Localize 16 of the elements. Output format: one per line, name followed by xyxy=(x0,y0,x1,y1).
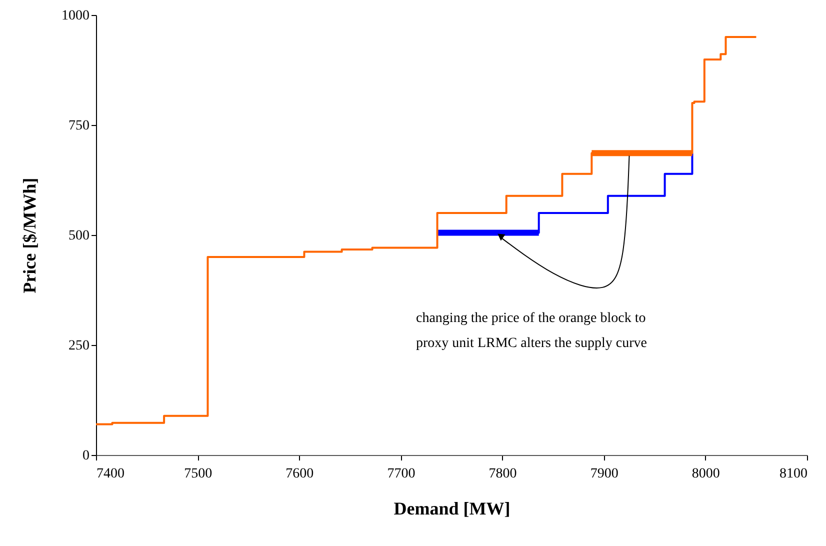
x-tick-label: 8000 xyxy=(692,466,720,482)
x-tick-label: 8100 xyxy=(780,466,808,482)
x-tick-label: 7400 xyxy=(96,466,124,482)
x-tick-label: 7600 xyxy=(286,466,314,482)
x-tick-label: 7900 xyxy=(590,466,618,482)
annotation: changing the price of the orange block to proxy unit LRMC alters the supply curve xyxy=(416,311,647,351)
y-tick-label: 0 xyxy=(82,448,90,464)
x-tick-label: 7800 xyxy=(488,466,517,482)
y-axis-title: Price [$/MWh] xyxy=(20,178,40,294)
x-axis-title: Demand [MW] xyxy=(394,498,510,518)
y-tick-label: 1000 xyxy=(62,8,90,24)
y-tick-label: 250 xyxy=(68,338,90,354)
y-tick-label: 750 xyxy=(68,118,90,134)
y-tick-label: 500 xyxy=(68,228,90,244)
x-tick-label: 7700 xyxy=(387,466,416,482)
x-tick-label: 7500 xyxy=(184,466,212,482)
